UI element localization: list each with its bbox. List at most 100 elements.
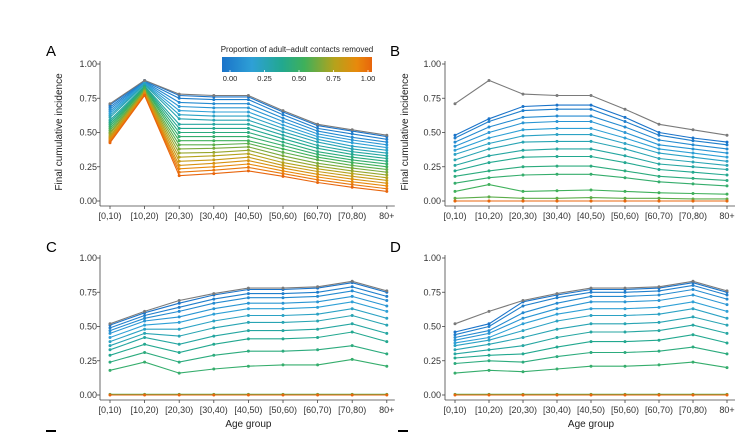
data-point — [316, 132, 320, 136]
data-point — [108, 326, 112, 330]
data-point — [657, 312, 661, 316]
data-point — [177, 151, 181, 155]
data-point — [143, 78, 147, 82]
data-point — [350, 147, 354, 151]
data-point — [316, 290, 320, 294]
data-point — [246, 126, 250, 130]
data-point — [555, 292, 559, 296]
data-point — [350, 289, 354, 293]
data-point — [246, 165, 250, 169]
x-tick-label: [50,60) — [611, 211, 639, 221]
data-point — [725, 199, 729, 203]
data-point — [487, 120, 491, 124]
data-point — [487, 335, 491, 339]
data-point — [212, 297, 216, 301]
data-point — [316, 305, 320, 309]
series-line-0.45 — [109, 345, 387, 363]
data-point — [385, 157, 389, 161]
data-point — [487, 195, 491, 199]
x-tick-label: [60,70) — [304, 211, 332, 221]
data-point — [281, 120, 285, 124]
data-point — [246, 314, 250, 318]
data-point — [177, 327, 181, 331]
data-point — [350, 177, 354, 181]
data-point — [623, 330, 627, 334]
data-point — [623, 322, 627, 326]
data-point — [246, 337, 250, 341]
data-point — [589, 94, 593, 98]
data-point — [281, 166, 285, 170]
data-point — [350, 307, 354, 311]
data-point — [657, 174, 661, 178]
data-point — [143, 351, 147, 355]
data-point — [316, 181, 320, 185]
data-point — [691, 128, 695, 132]
data-point — [246, 135, 250, 139]
data-point — [246, 349, 250, 353]
data-point — [589, 107, 593, 111]
data-point — [212, 110, 216, 114]
data-point — [350, 279, 354, 283]
data-point — [691, 345, 695, 349]
data-point — [453, 196, 457, 200]
data-point — [316, 178, 320, 182]
data-point — [350, 166, 354, 170]
data-point — [623, 307, 627, 311]
data-point — [212, 307, 216, 311]
data-point — [555, 355, 559, 359]
data-point — [623, 196, 627, 200]
data-point — [487, 353, 491, 357]
y-tick-label: 0.00 — [79, 196, 97, 206]
data-point — [385, 167, 389, 171]
data-point — [385, 331, 389, 335]
x-tick-label: [0,10) — [98, 211, 121, 221]
data-point — [725, 303, 729, 307]
data-point — [212, 126, 216, 130]
data-point — [589, 300, 593, 304]
data-point — [555, 114, 559, 118]
data-point — [316, 393, 320, 397]
data-point — [212, 319, 216, 323]
data-point — [212, 131, 216, 134]
data-point — [281, 314, 285, 318]
data-point — [350, 344, 354, 348]
data-point — [212, 102, 216, 106]
data-point — [212, 122, 216, 126]
data-point — [177, 117, 181, 121]
data-point — [385, 289, 389, 293]
data-point — [212, 114, 216, 118]
data-point — [246, 102, 250, 106]
data-point — [350, 357, 354, 361]
data-point — [657, 191, 661, 195]
data-point — [521, 344, 525, 348]
data-point — [487, 176, 491, 180]
data-point — [521, 155, 525, 159]
data-point — [316, 294, 320, 298]
panel-c-chart: 0.00 0.25 0.50 0.75 1.00 [0,10) [10,20) [20,30)… — [79, 253, 395, 430]
data-point — [453, 356, 457, 360]
data-point — [453, 133, 457, 137]
data-point — [521, 311, 525, 315]
data-point — [691, 136, 695, 140]
data-point — [555, 172, 559, 176]
data-point — [108, 331, 112, 335]
data-point — [623, 351, 627, 355]
x-tick-label: [40,50) — [577, 211, 605, 221]
data-point — [521, 109, 525, 113]
x-tick-label: [70,80) — [338, 405, 366, 415]
data-point — [143, 360, 147, 364]
data-point — [691, 279, 695, 283]
data-point — [350, 132, 354, 136]
data-point — [177, 92, 181, 96]
data-point — [246, 329, 250, 333]
x-tick-label: [40,50) — [234, 405, 262, 415]
x-tick-label: [70,80) — [338, 211, 366, 221]
data-point — [657, 122, 661, 126]
data-point — [487, 322, 491, 326]
data-point — [212, 135, 216, 139]
data-point — [212, 139, 216, 143]
data-point — [246, 364, 250, 368]
data-point — [453, 330, 457, 334]
data-point — [108, 115, 112, 119]
data-point — [453, 174, 457, 178]
